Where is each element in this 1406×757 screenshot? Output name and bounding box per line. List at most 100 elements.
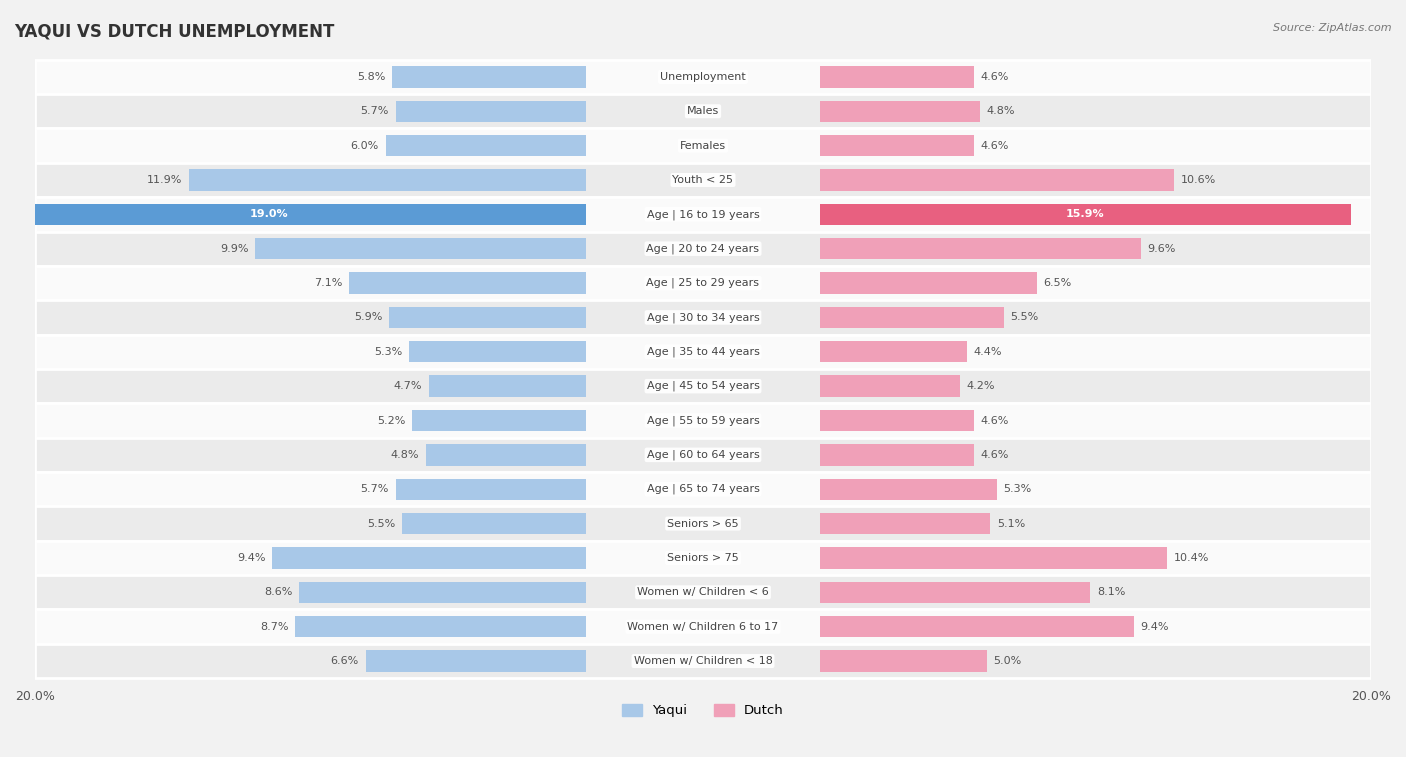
Text: 5.5%: 5.5% bbox=[1011, 313, 1039, 322]
Bar bbox=[392, 67, 586, 88]
Bar bbox=[395, 478, 586, 500]
Bar bbox=[0, 204, 586, 225]
Bar bbox=[35, 129, 1371, 163]
Text: 5.1%: 5.1% bbox=[997, 519, 1025, 528]
Text: Age | 20 to 24 years: Age | 20 to 24 years bbox=[647, 244, 759, 254]
Text: Unemployment: Unemployment bbox=[661, 72, 745, 82]
Text: Age | 25 to 29 years: Age | 25 to 29 years bbox=[647, 278, 759, 288]
Text: Males: Males bbox=[688, 106, 718, 117]
Bar bbox=[35, 644, 1371, 678]
Bar bbox=[820, 616, 1133, 637]
Bar bbox=[389, 307, 586, 328]
Text: 7.1%: 7.1% bbox=[314, 278, 342, 288]
Bar bbox=[35, 506, 1371, 540]
Bar bbox=[35, 232, 1371, 266]
Text: 5.2%: 5.2% bbox=[377, 416, 406, 425]
Text: 4.8%: 4.8% bbox=[391, 450, 419, 459]
Text: 8.6%: 8.6% bbox=[264, 587, 292, 597]
Text: 5.7%: 5.7% bbox=[360, 106, 389, 117]
Bar bbox=[412, 410, 586, 431]
Bar bbox=[820, 135, 973, 156]
Text: Age | 45 to 54 years: Age | 45 to 54 years bbox=[647, 381, 759, 391]
Bar bbox=[820, 547, 1167, 569]
Bar bbox=[820, 170, 1174, 191]
Text: 9.4%: 9.4% bbox=[1140, 621, 1168, 631]
Text: 4.8%: 4.8% bbox=[987, 106, 1015, 117]
Text: 4.7%: 4.7% bbox=[394, 381, 422, 391]
Text: 4.2%: 4.2% bbox=[967, 381, 995, 391]
Bar bbox=[35, 301, 1371, 335]
Text: Age | 65 to 74 years: Age | 65 to 74 years bbox=[647, 484, 759, 494]
Text: 5.0%: 5.0% bbox=[994, 656, 1022, 666]
Bar bbox=[35, 575, 1371, 609]
Bar bbox=[35, 94, 1371, 129]
Text: 15.9%: 15.9% bbox=[1066, 210, 1105, 220]
Bar bbox=[295, 616, 586, 637]
Text: Age | 60 to 64 years: Age | 60 to 64 years bbox=[647, 450, 759, 460]
Text: 10.4%: 10.4% bbox=[1174, 553, 1209, 563]
Text: 10.6%: 10.6% bbox=[1181, 175, 1216, 185]
Bar bbox=[35, 369, 1371, 403]
Bar bbox=[299, 581, 586, 603]
Bar bbox=[820, 478, 997, 500]
Text: 5.9%: 5.9% bbox=[354, 313, 382, 322]
Bar bbox=[35, 472, 1371, 506]
Bar bbox=[402, 513, 586, 534]
Bar bbox=[385, 135, 586, 156]
Text: 5.3%: 5.3% bbox=[1004, 484, 1032, 494]
Bar bbox=[820, 513, 990, 534]
Text: Women w/ Children < 18: Women w/ Children < 18 bbox=[634, 656, 772, 666]
Bar bbox=[35, 266, 1371, 301]
Bar bbox=[188, 170, 586, 191]
Text: Age | 16 to 19 years: Age | 16 to 19 years bbox=[647, 209, 759, 220]
Text: Age | 55 to 59 years: Age | 55 to 59 years bbox=[647, 416, 759, 425]
Text: Females: Females bbox=[681, 141, 725, 151]
Bar bbox=[35, 335, 1371, 369]
Bar bbox=[35, 609, 1371, 644]
Bar bbox=[820, 581, 1091, 603]
Bar bbox=[820, 444, 973, 466]
Bar bbox=[820, 375, 960, 397]
Text: 4.6%: 4.6% bbox=[980, 72, 1008, 82]
Text: 8.7%: 8.7% bbox=[260, 621, 288, 631]
Text: YAQUI VS DUTCH UNEMPLOYMENT: YAQUI VS DUTCH UNEMPLOYMENT bbox=[14, 23, 335, 41]
Bar bbox=[820, 410, 973, 431]
Bar bbox=[366, 650, 586, 671]
Text: Women w/ Children 6 to 17: Women w/ Children 6 to 17 bbox=[627, 621, 779, 631]
Bar bbox=[35, 60, 1371, 94]
Bar bbox=[35, 163, 1371, 197]
Bar bbox=[820, 650, 987, 671]
Bar bbox=[426, 444, 586, 466]
Bar bbox=[35, 197, 1371, 232]
Text: 4.6%: 4.6% bbox=[980, 416, 1008, 425]
Text: Age | 35 to 44 years: Age | 35 to 44 years bbox=[647, 347, 759, 357]
Text: 9.4%: 9.4% bbox=[238, 553, 266, 563]
Text: 8.1%: 8.1% bbox=[1097, 587, 1126, 597]
Bar bbox=[35, 438, 1371, 472]
Bar bbox=[35, 403, 1371, 438]
Bar bbox=[429, 375, 586, 397]
Text: 6.5%: 6.5% bbox=[1043, 278, 1071, 288]
Text: Age | 30 to 34 years: Age | 30 to 34 years bbox=[647, 312, 759, 322]
Bar bbox=[273, 547, 586, 569]
Bar bbox=[820, 238, 1140, 260]
Text: 9.9%: 9.9% bbox=[221, 244, 249, 254]
Bar bbox=[820, 67, 973, 88]
Bar bbox=[820, 273, 1038, 294]
Text: 6.6%: 6.6% bbox=[330, 656, 359, 666]
Bar bbox=[820, 204, 1351, 225]
Text: 6.0%: 6.0% bbox=[350, 141, 380, 151]
Text: 5.3%: 5.3% bbox=[374, 347, 402, 357]
Bar bbox=[256, 238, 586, 260]
Text: Women w/ Children < 6: Women w/ Children < 6 bbox=[637, 587, 769, 597]
Text: Seniors > 75: Seniors > 75 bbox=[666, 553, 740, 563]
Text: 4.6%: 4.6% bbox=[980, 450, 1008, 459]
Text: 11.9%: 11.9% bbox=[146, 175, 181, 185]
Bar bbox=[395, 101, 586, 122]
Text: Seniors > 65: Seniors > 65 bbox=[668, 519, 738, 528]
Text: Source: ZipAtlas.com: Source: ZipAtlas.com bbox=[1274, 23, 1392, 33]
Text: 9.6%: 9.6% bbox=[1147, 244, 1175, 254]
Text: Youth < 25: Youth < 25 bbox=[672, 175, 734, 185]
Text: 4.6%: 4.6% bbox=[980, 141, 1008, 151]
Text: 5.8%: 5.8% bbox=[357, 72, 385, 82]
